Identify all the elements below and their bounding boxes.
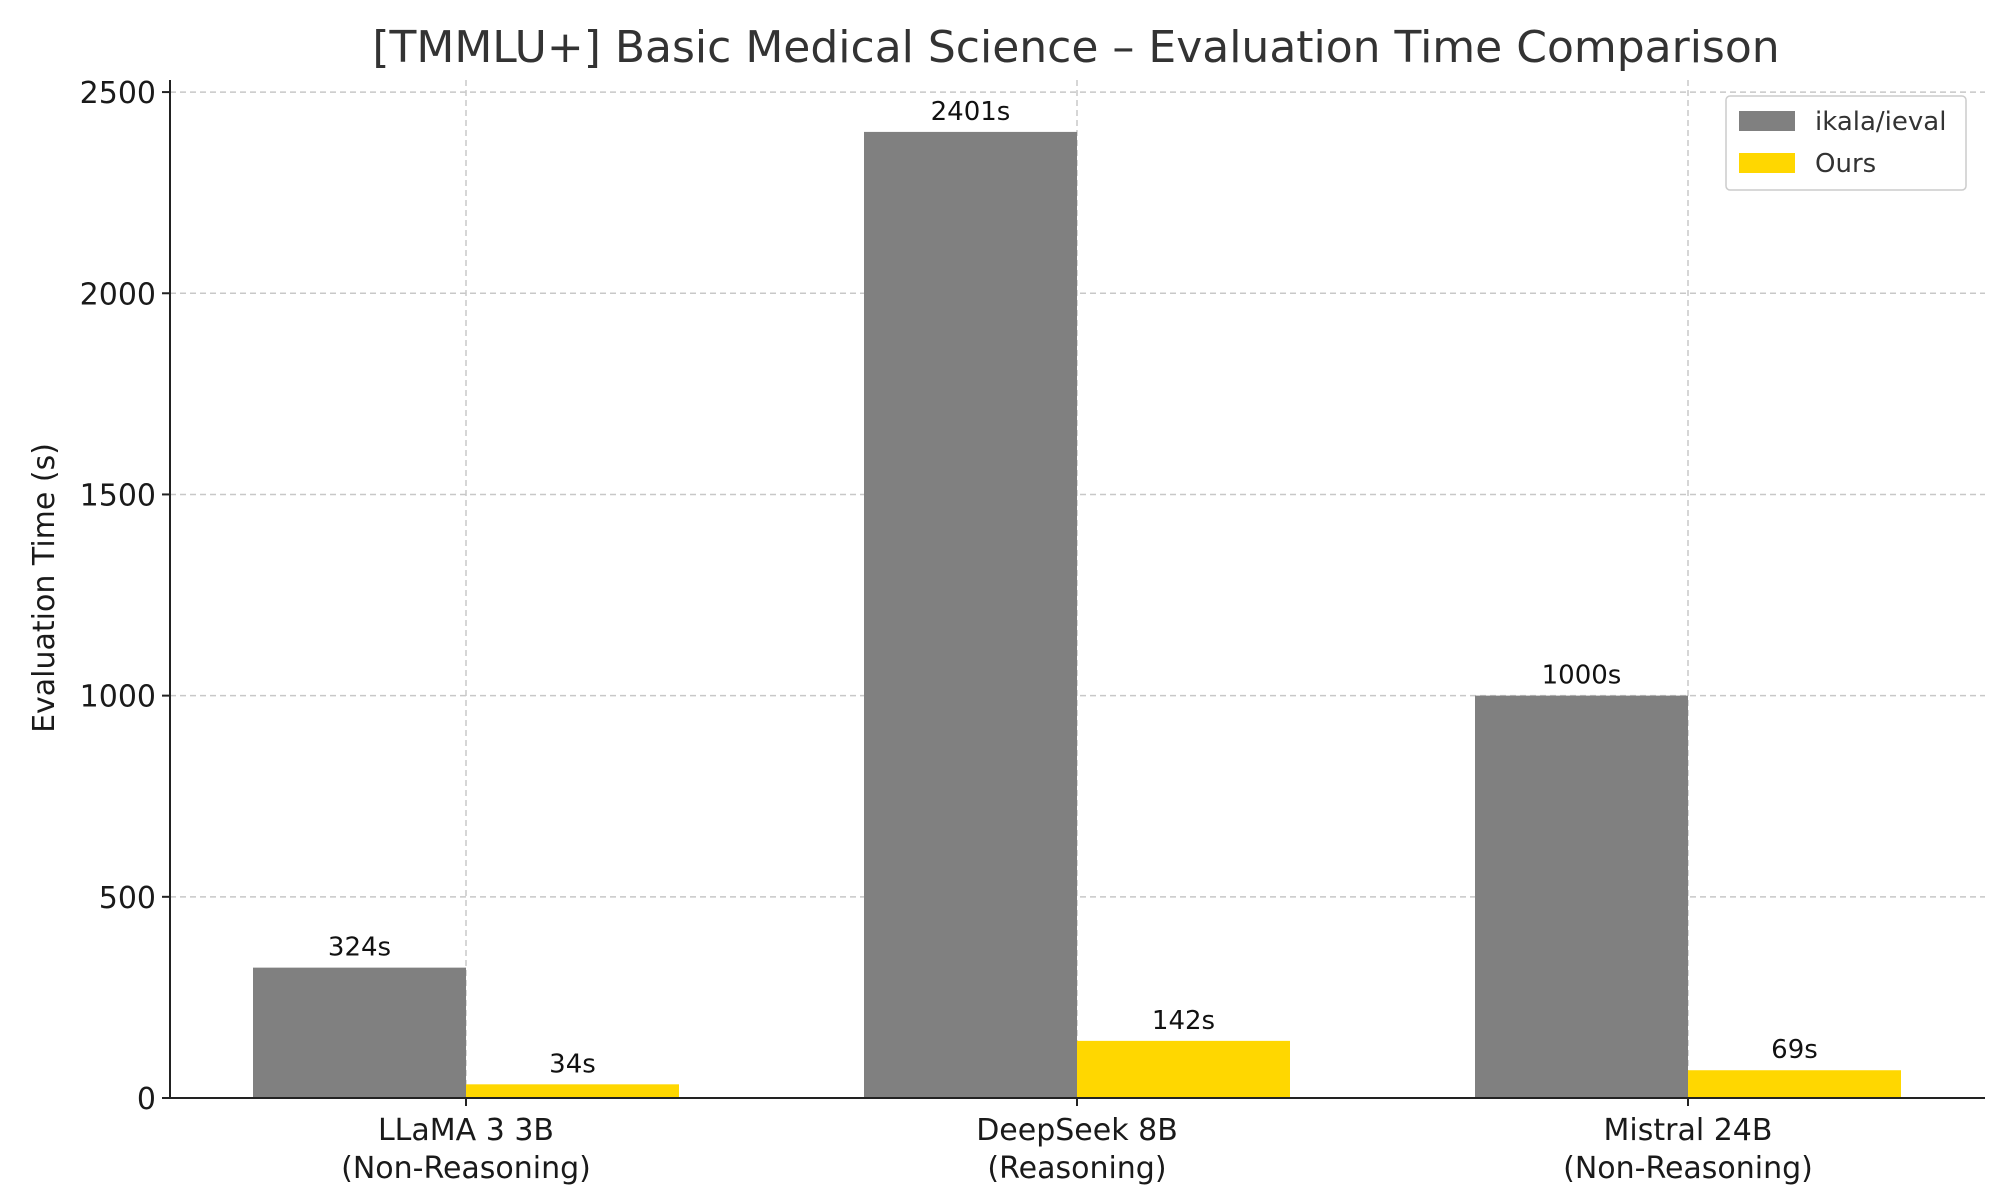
bar-1-1: [1077, 1040, 1290, 1098]
y-tick-label-0: 0: [137, 1082, 156, 1117]
bar-1-2: [1688, 1070, 1901, 1098]
legend-swatch-1: [1739, 153, 1795, 173]
bar-0-1: [864, 131, 1077, 1098]
y-tick-label-1500: 1500: [80, 478, 156, 513]
x-tick-label-1-line-1: (Reasoning): [987, 1151, 1166, 1186]
y-axis-label: Evaluation Time (s): [27, 443, 62, 733]
legend-label-1: Ours: [1815, 149, 1876, 179]
x-tick-label-2-line-0: Mistral 24B: [1604, 1113, 1773, 1148]
bar-1-0: [466, 1084, 679, 1098]
bar-0-2: [1475, 695, 1688, 1098]
x-tick-label-2-line-1: (Non-Reasoning): [1563, 1151, 1813, 1186]
bar-0-0: [253, 967, 466, 1098]
x-tick-label-0-line-0: LLaMA 3 3B: [378, 1113, 554, 1148]
y-tick-label-2000: 2000: [80, 277, 156, 312]
bar-value-label-0-0: 324s: [328, 933, 391, 963]
x-tick-label-0-line-1: (Non-Reasoning): [341, 1151, 591, 1186]
axes: [162, 80, 1985, 1106]
legend-label-0: ikala/ieval: [1815, 107, 1946, 137]
bar-value-labels: 324s 34s 2401s 142s 1000s 69s: [328, 97, 1818, 1079]
bars: [253, 131, 1901, 1098]
y-tick-label-2500: 2500: [80, 76, 156, 111]
legend-swatch-0: [1739, 111, 1795, 131]
bar-value-label-1-1: 142s: [1152, 1006, 1215, 1036]
y-tick-label-1000: 1000: [80, 680, 156, 715]
bar-value-label-0-2: 1000s: [1542, 661, 1622, 691]
grid-lines: [170, 80, 1985, 1098]
y-tick-label-500: 500: [99, 881, 156, 916]
bar-value-label-1-2: 69s: [1771, 1035, 1818, 1065]
bar-value-label-1-0: 34s: [549, 1049, 596, 1079]
bar-value-label-0-1: 2401s: [931, 97, 1011, 127]
chart-title: [TMMLU+] Basic Medical Science – Evaluat…: [372, 22, 1779, 73]
legend: ikala/ieval Ours: [1725, 95, 1967, 191]
x-tick-label-1-line-0: DeepSeek 8B: [976, 1113, 1178, 1148]
